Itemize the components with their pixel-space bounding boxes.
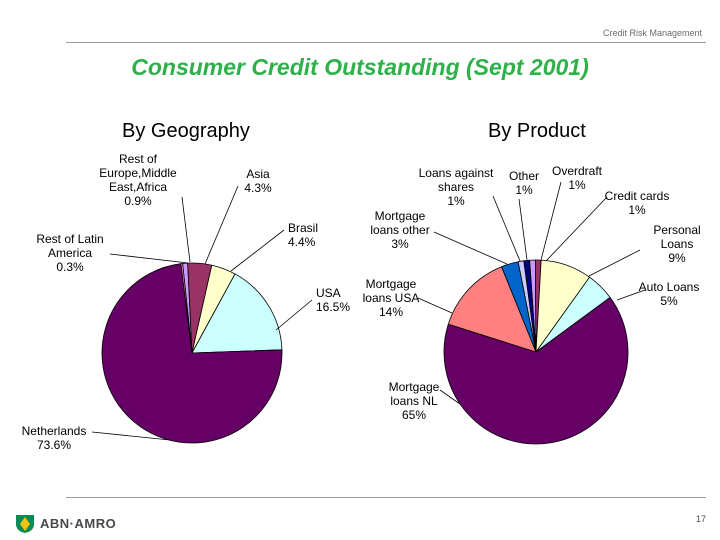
slice-label-line: Loans against	[419, 166, 494, 180]
slice-label-line: 4.3%	[244, 181, 272, 195]
pie-slice	[180, 263, 193, 354]
footer-divider	[66, 497, 706, 498]
slice-label: Loans against shares 1%	[419, 166, 494, 208]
slice-label-line: Rest of Latin	[36, 232, 103, 246]
leader-line	[518, 198, 528, 261]
slice-label-line: Other	[509, 169, 539, 183]
logo-text: ABN·AMRO	[40, 515, 117, 531]
leader-line	[492, 195, 521, 262]
slice-label: Auto Loans 5%	[639, 280, 700, 308]
slice-label: Overdraft 1%	[552, 164, 603, 192]
slice-label-line: shares	[438, 180, 474, 194]
slice-label-line: East,Africa	[109, 180, 167, 194]
slice-label-line: Mortgage	[366, 277, 417, 291]
slice-label-line: loans USA	[363, 291, 420, 305]
slice-label-line: Mortgage	[375, 209, 426, 223]
slice-label: USA 16.5%	[316, 286, 350, 314]
shield-logo-icon	[16, 515, 34, 533]
pie-slice	[523, 259, 537, 353]
leader-line	[417, 297, 453, 314]
product-chart-title: By Product	[488, 120, 586, 142]
slice-label-line: loans other	[370, 223, 429, 237]
slice-label: Rest of Europe,Middle East,Africa 0.9%	[99, 152, 177, 208]
header-divider	[66, 42, 706, 43]
pie-slice	[191, 273, 283, 354]
slice-label: Personal Loans 9%	[653, 223, 700, 265]
leader-line	[181, 196, 191, 263]
pie-geography: Rest of Europe,Middle East,Africa 0.9%Asia 4…	[22, 152, 351, 452]
leader-line	[91, 431, 171, 441]
slice-label-line: 5%	[660, 294, 678, 308]
leader-line	[616, 289, 646, 301]
pie-slice	[447, 266, 537, 353]
abn-amro-logo: ABN·AMRO	[14, 512, 116, 534]
pie-product: Overdraft 1%Credit cards 1%Personal Loans 9%…	[363, 164, 701, 445]
leader-line	[204, 185, 239, 265]
slice-label-line: 73.6%	[37, 438, 71, 452]
slice-label-line: Auto Loans	[639, 280, 700, 294]
slice-label-line: 65%	[402, 408, 426, 422]
slice-label: Other 1%	[509, 169, 539, 197]
slice-label-line: loans NL	[390, 394, 438, 408]
leader-line	[109, 253, 189, 264]
page-number: 17	[695, 514, 706, 524]
slice-label-line: Brasil	[288, 221, 318, 235]
slice-label: Asia 4.3%	[244, 167, 272, 195]
slice-label: Mortgage loans NL 65%	[389, 380, 440, 422]
slice-label: Netherlands 73.6%	[22, 424, 87, 452]
pie-slice	[443, 296, 629, 445]
slice-label: Brasil 4.4%	[288, 221, 318, 249]
pie-slice	[101, 263, 283, 444]
slice-label-line: 14%	[379, 305, 403, 319]
slice-label-line: 0.3%	[56, 260, 84, 274]
slice-label-line: Overdraft	[552, 164, 603, 178]
slice-label-line: Credit cards	[605, 189, 670, 203]
leader-line	[588, 249, 641, 277]
leader-line	[230, 229, 285, 272]
leader-line	[433, 231, 508, 265]
slice-label: Mortgage loans USA 14%	[363, 277, 420, 319]
leader-line	[275, 299, 313, 331]
slice-label-line: 9%	[668, 251, 686, 265]
slice-label-line: 1%	[628, 203, 646, 217]
slice-label-line: Mortgage	[389, 380, 440, 394]
slice-label-line: 1%	[515, 183, 533, 197]
slice-label-line: 4.4%	[288, 235, 316, 249]
slice-label-line: 1%	[447, 194, 465, 208]
leader-line	[545, 196, 608, 262]
slice-label-line: 16.5%	[316, 300, 350, 314]
slice-label-line: Rest of	[119, 152, 158, 166]
slice-label-line: Europe,Middle	[99, 166, 177, 180]
slice-label-line: America	[48, 246, 92, 260]
geography-chart-title: By Geography	[122, 120, 250, 142]
slice-label: Mortgage loans other 3%	[370, 209, 429, 251]
leader-line	[540, 181, 562, 261]
slice-label: Rest of Latin America 0.3%	[36, 232, 103, 274]
slice-label-line: Loans	[661, 237, 694, 251]
slide-title: Consumer Credit Outstanding (Sept 2001)	[131, 54, 589, 80]
slice-label-line: Netherlands	[22, 424, 87, 438]
leader-line	[439, 389, 461, 405]
slice-label-line: Asia	[246, 167, 270, 181]
slice-label-line: USA	[316, 286, 341, 300]
slice-label: Credit cards 1%	[605, 189, 670, 217]
section-label: Credit Risk Management	[602, 28, 702, 38]
slice-label-line: 1%	[568, 178, 586, 192]
slice-label-line: 3%	[391, 237, 409, 251]
slice-label-line: Personal	[653, 223, 700, 237]
slice-label-line: 0.9%	[124, 194, 152, 208]
